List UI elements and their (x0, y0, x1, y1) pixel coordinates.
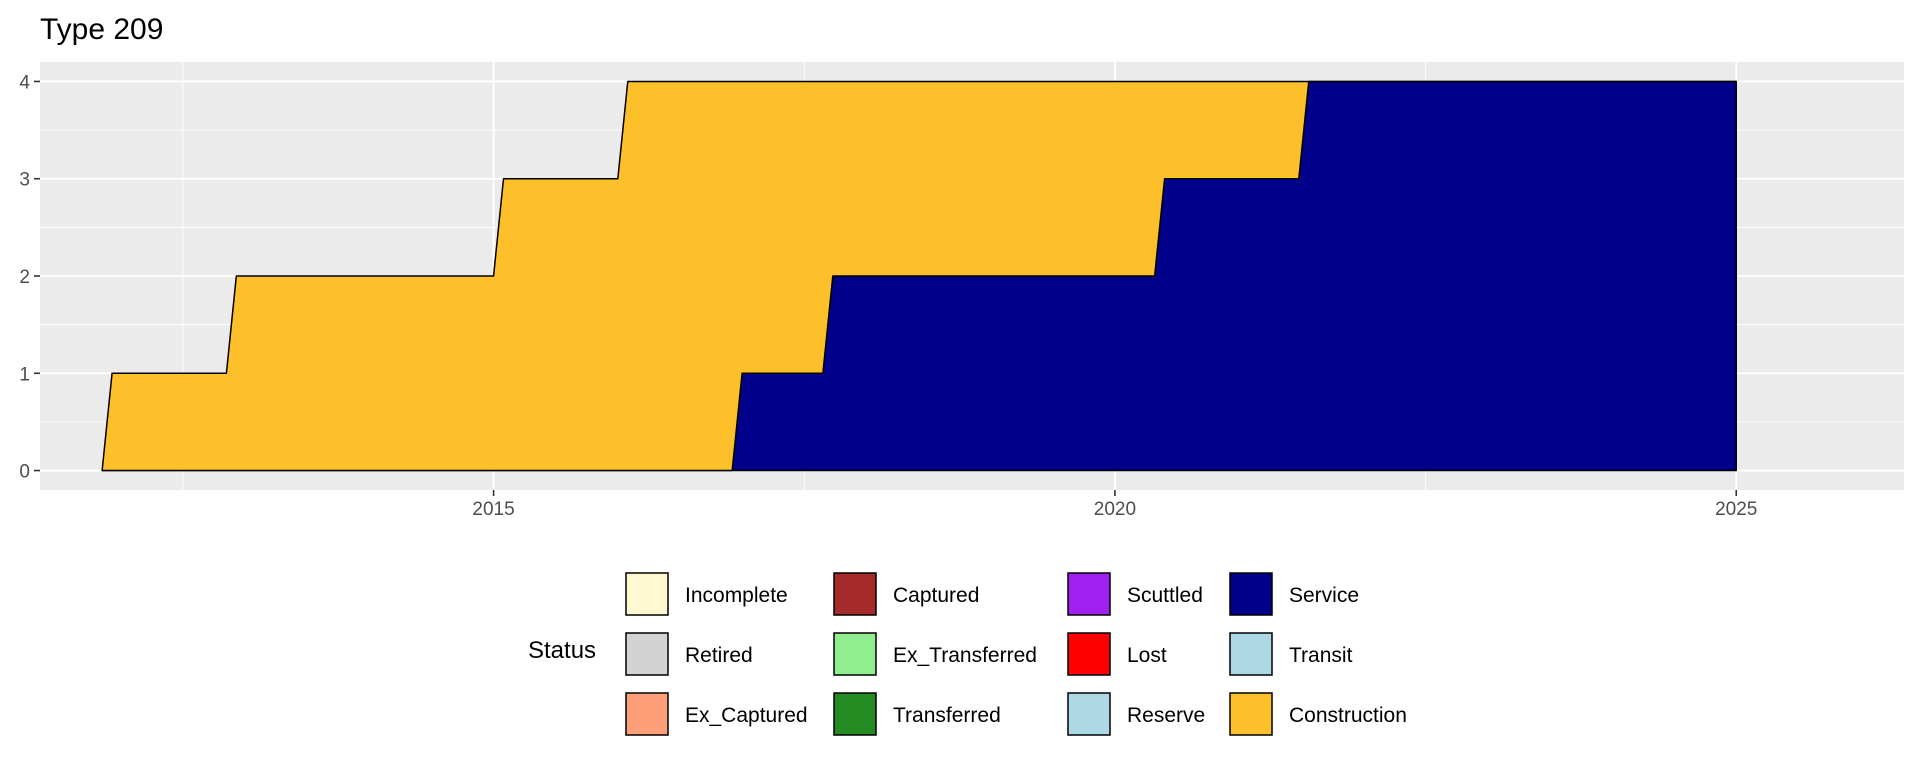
axes: 2015 2020 2025 0 1 2 3 4 (19, 72, 1757, 520)
legend-key-transferred (833, 692, 877, 736)
legend-key-incomplete (625, 572, 669, 616)
legend-label-ex_transferred: Ex_Transferred (893, 644, 1037, 667)
y-tick-label: 0 (19, 462, 30, 483)
x-tick-label: 2020 (1094, 499, 1136, 520)
y-tick-label: 2 (19, 267, 30, 288)
legend-label-reserve: Reserve (1127, 704, 1205, 727)
area-construction (101, 80, 1737, 472)
legend-label-retired: Retired (685, 644, 753, 667)
legend-label-ex_captured: Ex_Captured (685, 704, 808, 727)
chart-title: Type 209 (40, 13, 163, 46)
legend-key-scuttled (1067, 572, 1111, 616)
y-tick-label: 1 (19, 364, 30, 385)
legend-label-construction: Construction (1289, 704, 1407, 727)
legend-key-captured (833, 572, 877, 616)
legend-key-construction (1229, 692, 1273, 736)
legend-label-lost: Lost (1127, 644, 1167, 667)
legend-label-service: Service (1289, 584, 1359, 607)
legend-label-transferred: Transferred (893, 704, 1001, 727)
y-tick-label: 4 (19, 72, 30, 93)
legend-key-reserve (1067, 692, 1111, 736)
legend-label-scuttled: Scuttled (1127, 584, 1203, 607)
legend-key-ex_captured (625, 692, 669, 736)
legend-title: Status (528, 637, 596, 664)
plot-panel (40, 62, 1904, 490)
legend-key-service (1229, 572, 1273, 616)
legend-key-transit (1229, 632, 1273, 676)
legend-label-captured: Captured (893, 584, 979, 607)
legend-label-transit: Transit (1289, 644, 1353, 667)
legend-key-lost (1067, 632, 1111, 676)
x-tick-label: 2025 (1715, 499, 1757, 520)
legend-key-ex_transferred (833, 632, 877, 676)
legend-label-incomplete: Incomplete (685, 584, 788, 607)
y-tick-label: 3 (19, 170, 30, 191)
legend-key-retired (625, 632, 669, 676)
x-tick-label: 2015 (472, 499, 514, 520)
legend: Status Incomplete Retired Ex_Captured Captur… (528, 572, 1407, 736)
